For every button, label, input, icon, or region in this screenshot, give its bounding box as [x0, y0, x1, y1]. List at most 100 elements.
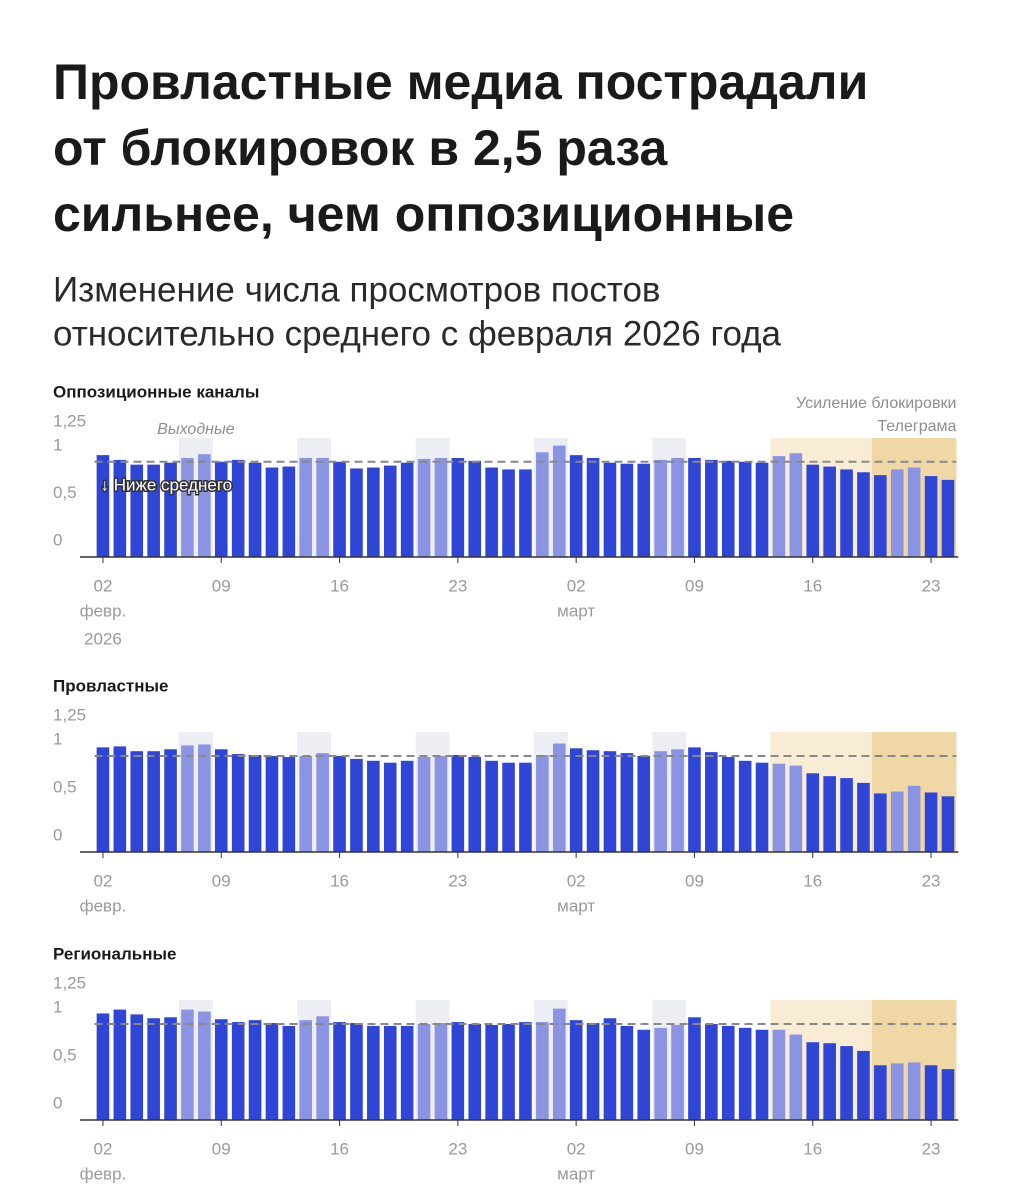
bar [451, 755, 465, 852]
bar [688, 457, 701, 557]
x-tick-label: 16 [803, 871, 822, 890]
bar [536, 1022, 549, 1120]
bar [890, 791, 904, 852]
y-tick-label: 1,25 [53, 705, 86, 724]
bar [603, 462, 617, 557]
x-tick-label: 02 [93, 1139, 112, 1158]
y-tick-label: 0,5 [53, 777, 77, 796]
bar [924, 1065, 938, 1120]
bar [417, 756, 431, 852]
bar [316, 457, 329, 557]
bar [282, 466, 296, 557]
x-sublabel: февр. [80, 896, 127, 915]
bar [265, 756, 279, 852]
bar [569, 455, 583, 557]
bar [941, 1069, 955, 1120]
annotation: ↓ Ниже среднего [101, 475, 233, 494]
bar [248, 462, 262, 557]
chart-title: Региональные [53, 944, 177, 963]
x-tick-label: 16 [330, 871, 349, 890]
annotation: Усиление блокировки [796, 395, 956, 412]
x-tick-label: 23 [922, 576, 941, 595]
bar [181, 457, 194, 557]
y-tick-label: 1 [53, 435, 62, 454]
bar [890, 469, 904, 557]
bar [688, 747, 701, 852]
bar [705, 752, 718, 852]
bar [299, 756, 313, 852]
x-sublabel: март [557, 601, 595, 620]
bar [367, 467, 380, 557]
bar [721, 1025, 735, 1120]
bar [536, 452, 549, 557]
bar [840, 778, 853, 852]
x-tick-label: 23 [922, 871, 941, 890]
bar [654, 1027, 667, 1120]
x-tick-label: 09 [212, 576, 231, 595]
bar [536, 755, 549, 852]
x-year-label: 2026 [84, 629, 122, 648]
bar [147, 751, 160, 852]
x-tick-label: 23 [922, 1139, 941, 1158]
bar [907, 785, 921, 852]
bar [316, 1016, 329, 1120]
x-tick-label: 16 [803, 1139, 822, 1158]
bar [96, 455, 110, 557]
bar [400, 1025, 414, 1120]
bar [333, 461, 346, 557]
bar [367, 760, 380, 852]
title-line: от блокировок в 2,5 раза [53, 120, 669, 176]
x-tick-label: 02 [567, 871, 586, 890]
bar [214, 749, 228, 852]
bar [857, 472, 870, 557]
bar [383, 1025, 397, 1120]
bar [265, 467, 279, 557]
y-tick-label: 0,5 [53, 1045, 77, 1064]
bar [755, 462, 769, 557]
x-tick-label: 09 [685, 871, 704, 890]
bar [823, 776, 836, 852]
bar [265, 1023, 279, 1120]
bar [738, 1027, 752, 1120]
bar [671, 1024, 684, 1120]
bar [637, 1029, 651, 1120]
bar [417, 458, 431, 557]
bar [181, 1009, 194, 1120]
bar [890, 1063, 904, 1120]
bar [434, 1023, 448, 1120]
bar [569, 1020, 583, 1120]
bar [468, 756, 482, 852]
bar [282, 1025, 296, 1120]
x-tick-label: 02 [93, 871, 112, 890]
bar [857, 782, 870, 852]
y-tick-label: 0 [53, 1093, 62, 1112]
bar [248, 1020, 262, 1120]
bar [113, 746, 127, 852]
bar [231, 1022, 245, 1120]
x-tick-label: 16 [330, 576, 349, 595]
bar [772, 1029, 786, 1120]
bar [840, 469, 853, 557]
subtitle-line: относительно среднего с февраля 2026 год… [53, 314, 782, 353]
bar [214, 1019, 228, 1120]
bar [637, 756, 651, 852]
bar [603, 751, 617, 852]
bar [485, 467, 498, 557]
bar [198, 1011, 211, 1120]
bar [874, 793, 887, 852]
bar [519, 1022, 532, 1120]
bar [333, 1022, 346, 1120]
bar [772, 763, 786, 852]
bar [147, 464, 160, 557]
bar [907, 1062, 921, 1120]
bar [620, 463, 634, 557]
x-tick-label: 09 [685, 1139, 704, 1158]
bar [806, 773, 820, 852]
bar [738, 461, 752, 557]
bar [806, 464, 820, 557]
bar [569, 748, 583, 852]
x-tick-label: 16 [330, 1139, 349, 1158]
x-tick-label: 02 [93, 576, 112, 595]
x-sublabel: февр. [80, 1164, 127, 1183]
bar [671, 457, 684, 557]
